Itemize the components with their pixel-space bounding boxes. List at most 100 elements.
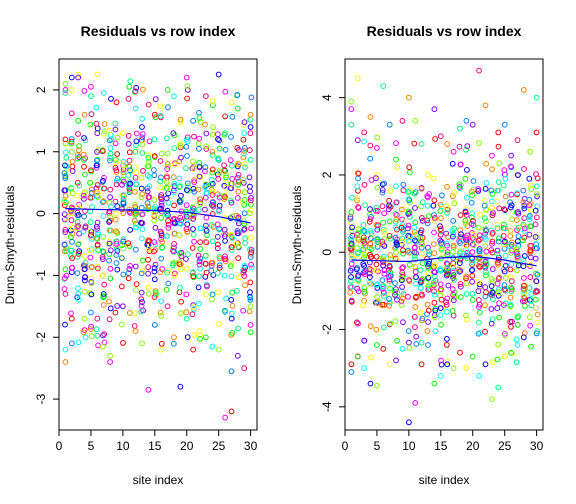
residual-point xyxy=(482,259,489,266)
residual-point xyxy=(482,186,489,192)
residual-point xyxy=(68,87,75,93)
residual-point xyxy=(112,198,119,205)
residual-point xyxy=(379,241,386,248)
residual-point xyxy=(139,211,146,218)
residual-point xyxy=(379,277,386,284)
residual-point xyxy=(482,293,489,300)
residual-point xyxy=(348,235,354,241)
residual-point xyxy=(69,230,76,237)
residual-point xyxy=(533,278,540,285)
residual-point xyxy=(368,235,375,242)
residual-point xyxy=(488,187,495,194)
residual-point xyxy=(457,125,463,132)
residual-point xyxy=(127,263,134,269)
left-residual-panel: Residuals vs row index site index Dunn-S… xyxy=(3,23,258,487)
residual-point xyxy=(94,149,100,155)
residual-point xyxy=(62,266,69,273)
residual-point xyxy=(61,248,68,255)
residual-point xyxy=(68,265,75,271)
residual-point xyxy=(62,80,69,87)
residual-point xyxy=(522,303,528,309)
residual-point xyxy=(184,138,191,145)
residual-point xyxy=(379,284,386,290)
residual-point xyxy=(514,251,520,258)
residual-point xyxy=(139,124,145,130)
residual-point xyxy=(75,117,82,124)
residual-point xyxy=(463,273,470,280)
residual-point xyxy=(393,286,399,293)
residual-point xyxy=(360,222,367,228)
residual-point xyxy=(469,121,476,128)
residual-point xyxy=(164,150,171,157)
residual-point xyxy=(373,261,380,268)
right-x-axis-label: site index xyxy=(419,473,470,487)
residual-point xyxy=(507,204,514,211)
residual-point xyxy=(482,302,488,309)
residual-point xyxy=(62,162,68,169)
residual-point xyxy=(374,184,381,191)
residual-point xyxy=(495,143,502,150)
residual-point xyxy=(513,217,520,224)
residual-point xyxy=(132,148,139,155)
residual-point xyxy=(379,238,386,245)
residual-point xyxy=(133,170,140,176)
residual-point xyxy=(367,216,374,223)
residual-point xyxy=(165,190,172,197)
residual-point xyxy=(164,163,171,170)
residual-point xyxy=(412,304,419,310)
residual-point xyxy=(437,133,444,140)
residual-point xyxy=(502,253,509,259)
residual-point xyxy=(387,204,394,210)
residual-point xyxy=(495,384,502,391)
residual-point xyxy=(399,295,406,302)
residual-point xyxy=(450,312,457,319)
residual-point xyxy=(120,271,127,278)
residual-point xyxy=(424,220,431,227)
residual-point xyxy=(222,113,229,120)
residual-point xyxy=(68,74,75,81)
residual-point xyxy=(515,172,521,179)
residual-point xyxy=(208,181,215,188)
residual-point xyxy=(508,288,515,295)
residual-point xyxy=(62,87,69,93)
residual-point xyxy=(367,274,373,281)
right-residual-panel: Residuals vs row index site index Dunn-S… xyxy=(290,23,544,487)
residual-point xyxy=(354,137,361,144)
residual-point xyxy=(247,254,254,260)
residual-point xyxy=(221,162,228,169)
residual-point xyxy=(190,185,197,192)
residual-point xyxy=(184,265,190,272)
residual-point xyxy=(482,264,489,271)
residual-point xyxy=(425,261,432,267)
residual-point xyxy=(374,134,381,141)
residual-point xyxy=(62,192,69,199)
residual-point xyxy=(107,150,114,157)
residual-point xyxy=(489,266,496,273)
residual-point xyxy=(68,204,75,211)
residual-point xyxy=(355,170,362,177)
residual-point xyxy=(106,127,112,134)
residual-point xyxy=(463,280,470,287)
residual-point xyxy=(445,282,452,289)
residual-point xyxy=(133,224,140,231)
residual-point xyxy=(398,277,405,284)
residual-point xyxy=(228,408,235,415)
residual-point xyxy=(482,197,488,204)
residual-point xyxy=(392,280,398,287)
residual-point xyxy=(501,221,507,228)
residual-point xyxy=(68,247,75,254)
residual-point xyxy=(190,163,197,170)
residual-point xyxy=(94,130,101,137)
residual-point xyxy=(145,203,152,210)
residual-point xyxy=(184,251,191,258)
residual-point xyxy=(418,339,425,346)
residual-point xyxy=(138,185,145,192)
residual-point xyxy=(354,353,361,360)
residual-point xyxy=(247,197,254,204)
residual-point xyxy=(229,289,236,296)
residual-point xyxy=(209,131,216,138)
residual-point xyxy=(514,342,521,348)
residual-point xyxy=(386,121,393,128)
residual-point xyxy=(489,240,495,247)
residual-point xyxy=(202,164,209,171)
